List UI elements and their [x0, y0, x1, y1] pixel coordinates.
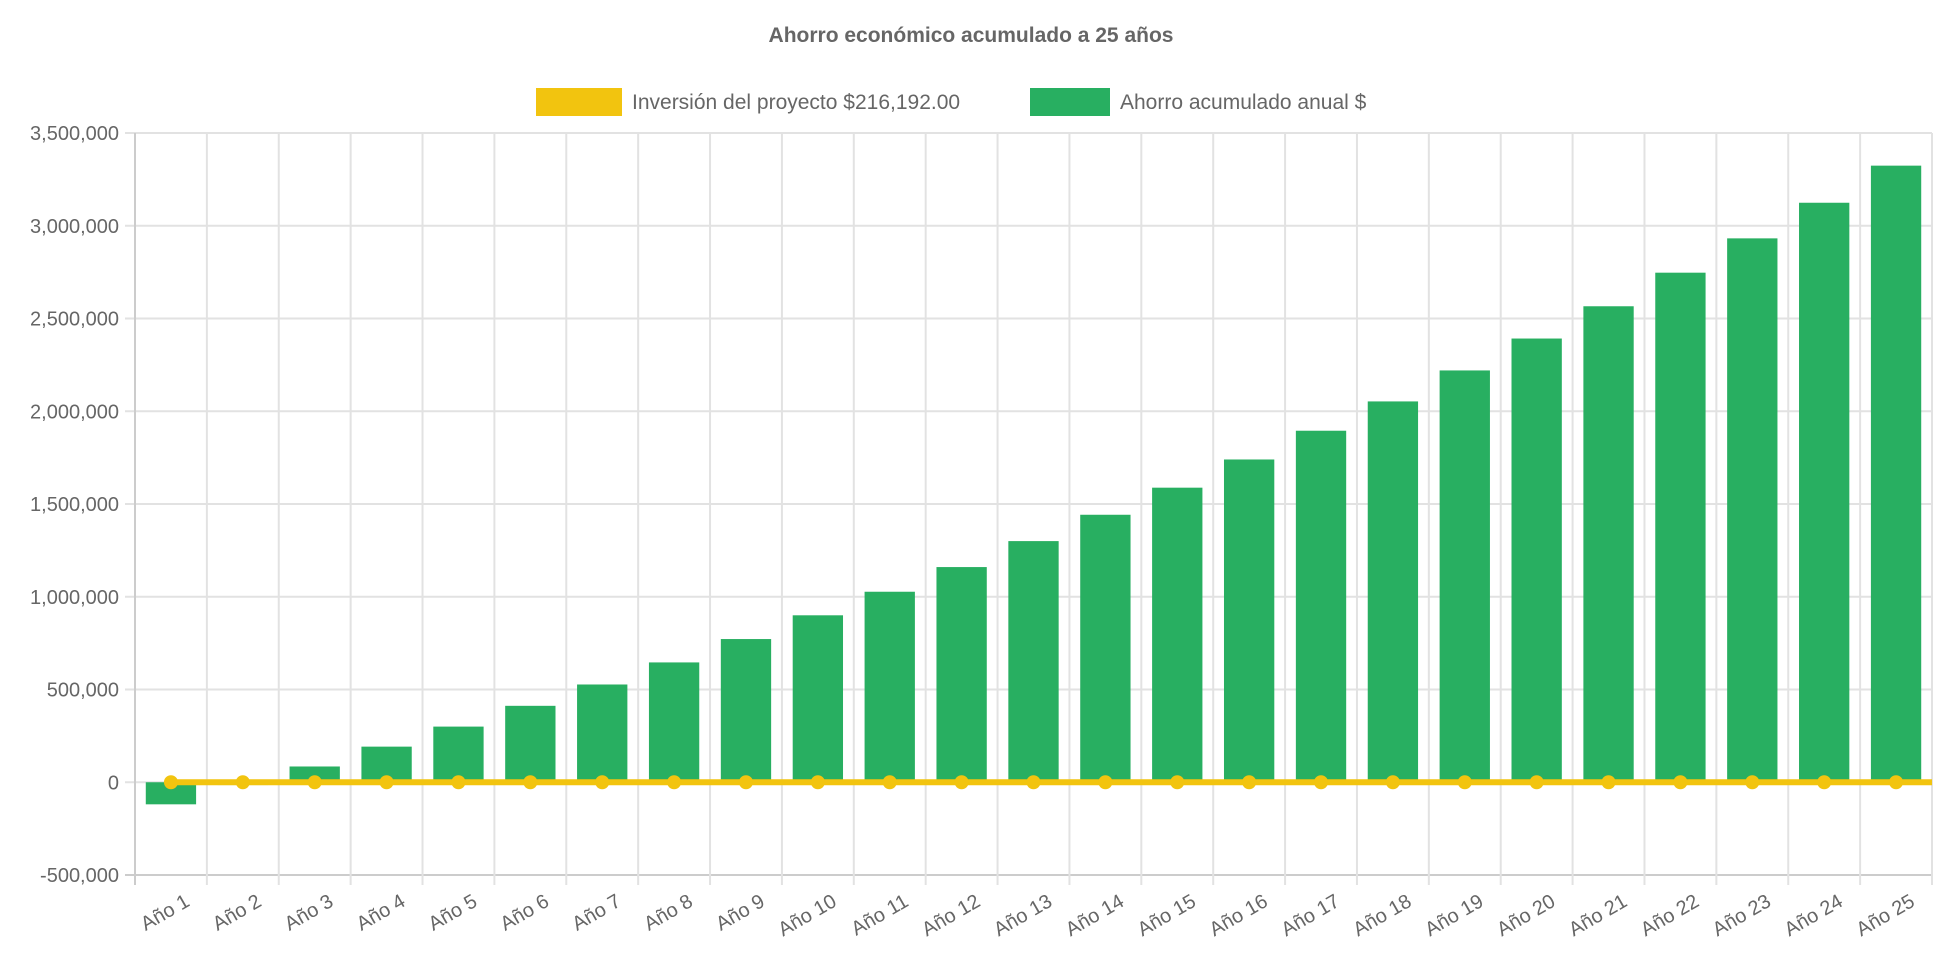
y-tick-label: 2,000,000 — [30, 401, 119, 423]
bar-9 — [720, 639, 772, 783]
line-point-20 — [1529, 775, 1544, 790]
bar-16 — [1223, 459, 1275, 783]
y-tick-label: 3,000,000 — [30, 216, 119, 238]
line-point-10 — [810, 775, 825, 790]
line-point-13 — [1026, 775, 1041, 790]
y-tick-label: -500,000 — [40, 865, 119, 887]
y-tick-label: 1,500,000 — [30, 494, 119, 516]
bar-1 — [145, 782, 197, 805]
bar-21 — [1583, 306, 1634, 783]
x-tick-label: Año 15 — [1134, 890, 1200, 941]
bar-7 — [577, 684, 628, 783]
line-point-1 — [163, 775, 178, 790]
x-tick-label: Año 22 — [1637, 890, 1703, 941]
chart-title: Ahorro económico acumulado a 25 años — [769, 24, 1174, 47]
y-tick-label: 1,000,000 — [30, 587, 119, 609]
line-point-5 — [451, 775, 466, 790]
line-point-24 — [1817, 775, 1832, 790]
line-point-22 — [1673, 775, 1688, 790]
legend-item-ahorro[interactable]: Ahorro acumulado anual $ — [1030, 88, 1367, 116]
bars-ahorro — [145, 165, 1922, 805]
line-point-16 — [1242, 775, 1257, 790]
x-tick-label: Año 4 — [353, 890, 409, 935]
line-point-17 — [1314, 775, 1329, 790]
bar-20 — [1511, 338, 1562, 783]
bar-24 — [1799, 202, 1850, 783]
x-tick-label: Año 14 — [1062, 890, 1128, 941]
bar-22 — [1655, 272, 1706, 783]
grid — [125, 132, 1933, 885]
x-tick-label: Año 2 — [209, 890, 265, 935]
bar-5 — [433, 726, 484, 783]
y-tick-label: 2,500,000 — [30, 309, 119, 331]
bar-10 — [792, 615, 844, 783]
x-tick-label: Año 10 — [774, 890, 840, 941]
y-tick-label: 500,000 — [47, 680, 119, 702]
line-point-14 — [1098, 775, 1113, 790]
x-tick-label: Año 5 — [425, 890, 481, 935]
line-point-9 — [738, 775, 753, 790]
bar-18 — [1367, 401, 1419, 783]
bar-3 — [289, 766, 340, 783]
bar-23 — [1727, 238, 1778, 783]
x-tick-label: Año 12 — [918, 890, 984, 941]
bar-17 — [1295, 430, 1347, 783]
line-point-2 — [235, 775, 250, 790]
bar-8 — [648, 662, 700, 783]
line-point-25 — [1889, 775, 1904, 790]
bar-12 — [936, 567, 987, 783]
line-point-18 — [1385, 775, 1400, 790]
x-tick-label: Año 11 — [848, 890, 913, 940]
x-axis: Año 1 Año 2 Año 3 Año 4 Año 5 Año 6 Año 7 Año 8… — [137, 890, 1918, 941]
x-tick-label: Año 1 — [137, 890, 193, 935]
x-tick-label: Año 23 — [1709, 890, 1775, 941]
bar-6 — [505, 705, 556, 783]
legend-item-inversion[interactable]: Inversión del proyecto $216,192.00 — [536, 88, 960, 116]
y-axis: -500,000 0 500,000 1,000,000 1,500,000 2,000,… — [30, 123, 119, 887]
line-point-23 — [1745, 775, 1760, 790]
bar-19 — [1439, 370, 1490, 783]
x-tick-label: Año 3 — [281, 890, 337, 935]
line-point-21 — [1601, 775, 1616, 790]
bar-14 — [1080, 514, 1131, 783]
bar-15 — [1152, 487, 1203, 783]
x-tick-label: Año 16 — [1206, 890, 1272, 941]
line-point-12 — [954, 775, 969, 790]
x-tick-label: Año 18 — [1350, 890, 1416, 941]
y-tick-label: 3,500,000 — [30, 123, 119, 145]
line-point-8 — [667, 775, 682, 790]
x-tick-label: Año 17 — [1278, 890, 1344, 941]
line-point-4 — [379, 775, 394, 790]
line-point-6 — [523, 775, 538, 790]
line-point-11 — [882, 775, 897, 790]
x-tick-label: Año 25 — [1853, 890, 1919, 941]
x-tick-label: Año 6 — [497, 890, 553, 935]
x-tick-label: Año 7 — [568, 890, 624, 935]
legend-swatch-inversion — [536, 88, 622, 116]
legend: Inversión del proyecto $216,192.00 Ahorr… — [536, 88, 1367, 116]
line-point-19 — [1457, 775, 1472, 790]
x-tick-label: Año 24 — [1781, 890, 1847, 941]
x-tick-label: Año 8 — [640, 890, 696, 935]
line-point-7 — [595, 775, 610, 790]
x-tick-label: Año 21 — [1565, 890, 1631, 941]
legend-label-ahorro: Ahorro acumulado anual $ — [1120, 91, 1367, 114]
x-tick-label: Año 19 — [1421, 890, 1487, 941]
x-tick-label: Año 13 — [990, 890, 1056, 941]
legend-swatch-ahorro — [1030, 88, 1110, 116]
line-point-3 — [307, 775, 322, 790]
y-tick-label: 0 — [108, 772, 119, 794]
bar-13 — [1008, 541, 1059, 783]
line-point-15 — [1170, 775, 1185, 790]
bar-11 — [864, 591, 915, 783]
legend-label-inversion: Inversión del proyecto $216,192.00 — [632, 91, 960, 114]
x-tick-label: Año 20 — [1493, 890, 1559, 941]
bar-25 — [1870, 165, 1922, 783]
line-inversion — [163, 775, 1932, 790]
x-tick-label: Año 9 — [712, 890, 768, 935]
